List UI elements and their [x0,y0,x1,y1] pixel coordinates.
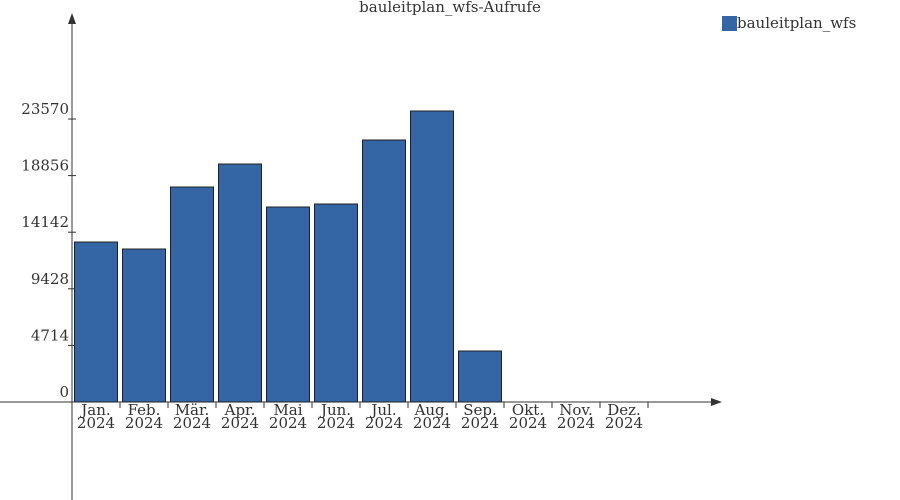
legend-label: bauleitplan_wfs [737,14,856,32]
bar [458,350,502,403]
y-tick-label: 9428 [31,270,69,288]
x-tick-label: Jan. [79,401,110,419]
bar [170,186,214,403]
bar [266,206,310,403]
x-tick-label: Sep. [463,401,497,419]
y-tick-label: 14142 [21,213,69,231]
y-tick-label: 18856 [21,157,69,175]
x-tick-label: Apr. [224,401,256,419]
chart-title: bauleitplan_wfs-Aufrufe [359,0,541,16]
bar [314,203,358,403]
x-tick-label: 2024 [173,414,211,432]
x-tick-label: Mär. [175,401,210,419]
x-tick-label: 2024 [77,414,115,432]
legend-swatch [722,16,737,31]
bar [362,139,406,403]
x-tick-label: Jun. [319,401,351,419]
x-tick-label: 2024 [605,414,643,432]
bar [218,163,262,403]
bar [122,248,166,403]
y-tick-label: 4714 [31,326,69,344]
x-tick-label: Feb. [128,401,161,419]
bar [74,241,118,403]
x-tick-label: 2024 [317,414,355,432]
y-axis-arrow [68,13,76,24]
x-tick-label: 2024 [509,414,547,432]
x-tick-label: 2024 [557,414,595,432]
x-tick-label: Jul. [369,401,396,419]
bar [410,110,454,403]
y-tick-label: 23570 [21,100,69,118]
x-tick-label: Okt. [512,401,544,419]
x-tick-label: 2024 [269,414,307,432]
x-tick-label: 2024 [461,414,499,432]
y-tick-label: 0 [59,383,69,401]
x-axis-arrow [711,398,722,406]
x-tick-label: 2024 [125,414,163,432]
x-tick-label: 2024 [413,414,451,432]
x-tick-label: Dez. [607,401,641,419]
x-tick-label: Aug. [414,401,450,419]
x-tick-label: 2024 [221,414,259,432]
x-tick-label: Mai [273,401,302,419]
x-tick-label: 2024 [365,414,403,432]
x-tick-label: Nov. [559,401,593,419]
